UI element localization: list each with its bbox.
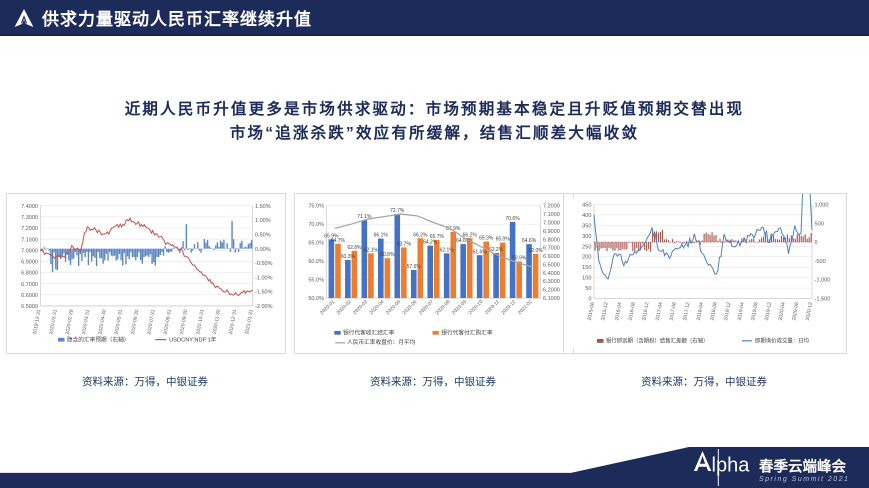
svg-text:65.3%: 65.3% bbox=[479, 236, 494, 242]
svg-text:61.6%: 61.6% bbox=[473, 249, 488, 255]
svg-text:6.8000: 6.8000 bbox=[21, 271, 38, 277]
svg-text:6.6000: 6.6000 bbox=[543, 254, 560, 260]
svg-text:66.2%: 66.2% bbox=[413, 232, 428, 238]
svg-text:人民币汇率收盘价：月平均: 人民币汇率收盘价：月平均 bbox=[347, 338, 416, 346]
svg-text:450: 450 bbox=[582, 203, 591, 209]
svg-text:72.7%: 72.7% bbox=[390, 208, 405, 214]
svg-text:400: 400 bbox=[582, 213, 591, 219]
svg-text:1.00%: 1.00% bbox=[255, 218, 271, 224]
svg-text:1,000: 1,000 bbox=[815, 203, 829, 209]
svg-text:6.7000: 6.7000 bbox=[21, 282, 38, 288]
svg-text:75.0%: 75.0% bbox=[308, 204, 324, 210]
svg-text:7.2000: 7.2000 bbox=[21, 226, 38, 232]
svg-text:-500: -500 bbox=[815, 259, 826, 265]
svg-text:64.6%: 64.6% bbox=[456, 238, 471, 244]
svg-text:65.7%: 65.7% bbox=[430, 234, 445, 240]
svg-text:6.4000: 6.4000 bbox=[543, 271, 560, 277]
svg-text:64.6%: 64.6% bbox=[522, 238, 537, 244]
svg-text:春季云端峰会: 春季云端峰会 bbox=[759, 458, 846, 476]
svg-text:0: 0 bbox=[815, 240, 818, 246]
svg-text:250: 250 bbox=[582, 244, 591, 250]
svg-text:-1,000: -1,000 bbox=[815, 278, 831, 284]
svg-text:62.0%: 62.0% bbox=[529, 248, 544, 254]
svg-text:64.7%: 64.7% bbox=[331, 238, 346, 244]
svg-text:7.0000: 7.0000 bbox=[21, 248, 38, 254]
svg-text:62.8%: 62.8% bbox=[347, 245, 362, 251]
svg-text:7.1000: 7.1000 bbox=[21, 237, 38, 243]
svg-text:银行即远期（含期权）结售汇差额（右轴）: 银行即远期（含期权）结售汇差额（右轴） bbox=[606, 337, 708, 345]
svg-text:65.0%: 65.0% bbox=[308, 241, 324, 247]
svg-text:-1.50%: -1.50% bbox=[255, 290, 273, 296]
svg-text:70.6%: 70.6% bbox=[505, 216, 520, 222]
svg-text:6.8000: 6.8000 bbox=[543, 237, 560, 243]
svg-text:6.3000: 6.3000 bbox=[543, 279, 560, 285]
svg-text:隐含的汇率预期（右轴）: 隐含的汇率预期（右轴） bbox=[67, 335, 130, 343]
svg-text:60.8%: 60.8% bbox=[380, 252, 395, 258]
svg-text:-1.00%: -1.00% bbox=[255, 275, 273, 281]
svg-text:70.0%: 70.0% bbox=[308, 222, 324, 228]
svg-text:6.5000: 6.5000 bbox=[543, 262, 560, 268]
svg-text:66.1%: 66.1% bbox=[374, 233, 389, 239]
svg-text:-0.50%: -0.50% bbox=[255, 261, 273, 267]
svg-text:6.9000: 6.9000 bbox=[543, 229, 560, 235]
svg-text:USDCNY:NDF:1年: USDCNY:NDF:1年 bbox=[169, 335, 217, 343]
svg-text:500: 500 bbox=[815, 221, 824, 227]
svg-text:7.0000: 7.0000 bbox=[543, 220, 560, 226]
svg-text:1.50%: 1.50% bbox=[255, 204, 271, 210]
svg-text:150: 150 bbox=[582, 265, 591, 271]
svg-text:-1,500: -1,500 bbox=[815, 297, 831, 303]
svg-text:lpha: lpha bbox=[712, 455, 751, 477]
svg-text:6.1000: 6.1000 bbox=[543, 296, 560, 302]
svg-text:0.50%: 0.50% bbox=[255, 232, 271, 238]
svg-text:50: 50 bbox=[585, 286, 591, 292]
svg-text:银行代客付汇购汇率: 银行代客付汇购汇率 bbox=[441, 328, 492, 336]
svg-text:300: 300 bbox=[582, 234, 591, 240]
svg-text:57.6%: 57.6% bbox=[407, 264, 422, 270]
svg-text:0: 0 bbox=[588, 297, 591, 303]
svg-text:6.5000: 6.5000 bbox=[21, 304, 38, 310]
svg-text:350: 350 bbox=[582, 223, 591, 229]
svg-text:6.9000: 6.9000 bbox=[21, 260, 38, 266]
svg-text:200: 200 bbox=[582, 255, 591, 261]
svg-text:66.2%: 66.2% bbox=[463, 232, 478, 238]
svg-text:6.7000: 6.7000 bbox=[543, 246, 560, 252]
svg-text:62.1%: 62.1% bbox=[440, 247, 455, 253]
svg-text:59.9%: 59.9% bbox=[512, 256, 527, 262]
svg-text:55.0%: 55.0% bbox=[308, 278, 324, 284]
svg-text:100: 100 bbox=[582, 276, 591, 282]
svg-text:7.4000: 7.4000 bbox=[21, 204, 38, 210]
svg-text:6.2000: 6.2000 bbox=[543, 288, 560, 294]
svg-text:63.7%: 63.7% bbox=[397, 242, 412, 248]
svg-text:7.2000: 7.2000 bbox=[543, 204, 560, 210]
svg-text:6.6000: 6.6000 bbox=[21, 293, 38, 299]
svg-text:-2.00%: -2.00% bbox=[255, 304, 273, 310]
svg-text:60.3%: 60.3% bbox=[341, 254, 356, 260]
svg-text:即期询价成交量：日均: 即期询价成交量：日均 bbox=[755, 337, 809, 345]
svg-text:50.0%: 50.0% bbox=[308, 296, 324, 302]
svg-text:64.2%: 64.2% bbox=[423, 240, 438, 246]
svg-text:Spring Summit 2021: Spring Summit 2021 bbox=[759, 476, 849, 483]
svg-text:7.3000: 7.3000 bbox=[21, 215, 38, 221]
svg-text:62.1%: 62.1% bbox=[364, 247, 379, 253]
svg-text:65.0%: 65.0% bbox=[496, 237, 511, 243]
svg-text:银行代客收汇结汇率: 银行代客收汇结汇率 bbox=[343, 328, 394, 336]
svg-text:7.1000: 7.1000 bbox=[543, 212, 560, 218]
svg-text:0.00%: 0.00% bbox=[255, 247, 271, 253]
svg-text:60.0%: 60.0% bbox=[308, 259, 324, 265]
